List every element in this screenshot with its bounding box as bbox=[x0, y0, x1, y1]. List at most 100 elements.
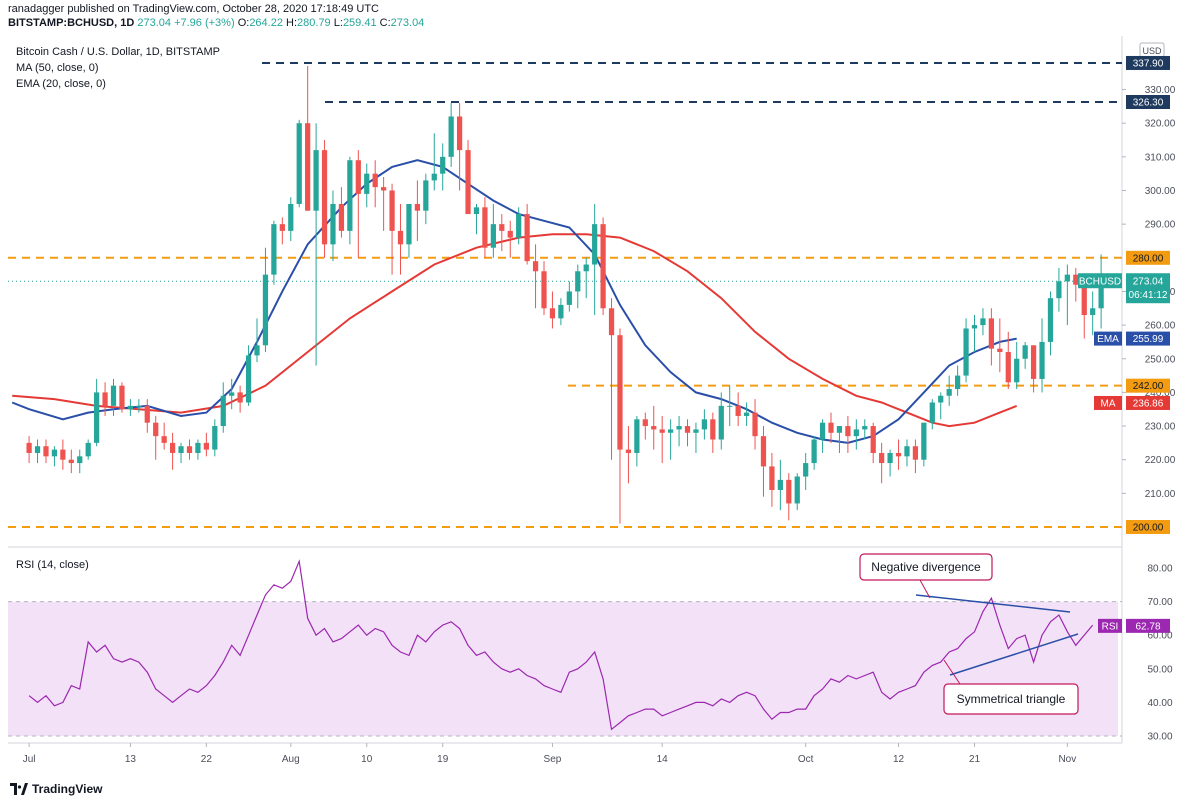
candle-body bbox=[372, 173, 378, 188]
candle bbox=[60, 439, 66, 470]
candle bbox=[490, 203, 496, 258]
date-tick-label: 19 bbox=[437, 754, 449, 765]
candle bbox=[819, 419, 826, 453]
candle-body bbox=[423, 180, 429, 211]
candle bbox=[988, 308, 995, 366]
candle bbox=[786, 473, 792, 521]
candle-body bbox=[955, 375, 961, 390]
candle bbox=[414, 180, 421, 241]
candle bbox=[1005, 331, 1011, 390]
candle bbox=[794, 473, 800, 511]
candle-body bbox=[51, 449, 58, 457]
date-tick-label: 12 bbox=[893, 754, 905, 765]
candle-body bbox=[347, 160, 353, 231]
candle-body bbox=[1030, 345, 1037, 379]
symbol-tag-label: BCHUSD bbox=[1079, 277, 1121, 288]
candle-body bbox=[769, 466, 775, 490]
candle bbox=[642, 412, 648, 440]
candle bbox=[600, 217, 606, 316]
candle bbox=[684, 419, 691, 447]
candle bbox=[980, 308, 986, 336]
candle bbox=[237, 385, 243, 413]
candle-body bbox=[43, 446, 49, 457]
candle bbox=[879, 442, 885, 484]
candle-body bbox=[651, 426, 657, 430]
candle-body bbox=[406, 203, 412, 245]
candle-body bbox=[980, 318, 986, 326]
candle-body bbox=[144, 405, 150, 423]
tradingview-logo-icon bbox=[10, 783, 28, 795]
candle bbox=[169, 432, 176, 470]
candle-body bbox=[212, 426, 218, 450]
candle-body bbox=[313, 150, 319, 211]
price-tick-label: 230.00 bbox=[1145, 422, 1176, 433]
candle-body bbox=[465, 150, 471, 215]
candle-body bbox=[288, 203, 294, 231]
tradingview-footer[interactable]: TradingView bbox=[10, 782, 102, 796]
candle-body bbox=[440, 156, 446, 174]
candle bbox=[549, 291, 556, 329]
candle-body bbox=[524, 214, 530, 262]
candle bbox=[1064, 264, 1070, 326]
ohlc-bar: BITSTAMP:BCHUSD, 1D 273.04 +7.96 (+3%) O… bbox=[8, 17, 424, 29]
high-value: 280.79 bbox=[297, 17, 331, 29]
candle-body bbox=[195, 442, 201, 453]
candle-body bbox=[752, 412, 758, 437]
candle bbox=[1030, 345, 1037, 393]
candle-body bbox=[971, 325, 978, 329]
candle-body bbox=[305, 123, 311, 211]
candle-body bbox=[355, 160, 361, 194]
candle bbox=[153, 415, 159, 460]
candle-body bbox=[676, 426, 682, 430]
candle-body bbox=[997, 348, 1003, 353]
candle-body bbox=[68, 459, 74, 464]
candle bbox=[769, 452, 775, 507]
rsi-tick-label: 60.00 bbox=[1147, 631, 1172, 642]
candle bbox=[136, 399, 142, 413]
candle bbox=[51, 446, 58, 467]
candle bbox=[532, 244, 539, 309]
candle bbox=[828, 412, 834, 443]
candle bbox=[853, 419, 859, 450]
candle-body bbox=[85, 442, 91, 457]
price-tick-label: 260.00 bbox=[1145, 321, 1176, 332]
candle-body bbox=[862, 426, 868, 430]
candle bbox=[541, 261, 547, 316]
publish-info: ranadagger published on TradingView.com,… bbox=[8, 3, 379, 15]
candle bbox=[212, 419, 218, 457]
candle-body bbox=[828, 422, 834, 433]
candle bbox=[946, 375, 952, 406]
candle bbox=[701, 409, 708, 440]
candle-body bbox=[102, 392, 108, 406]
negative-divergence-text: Negative divergence bbox=[871, 560, 981, 574]
open-label: O: bbox=[237, 17, 250, 29]
candle-body bbox=[887, 452, 893, 464]
candle bbox=[608, 298, 615, 460]
high-label: H: bbox=[286, 17, 298, 29]
candle bbox=[727, 385, 733, 427]
candle-body bbox=[870, 426, 876, 453]
candle-body bbox=[1073, 274, 1079, 285]
candle-body bbox=[271, 224, 277, 275]
candle-body bbox=[710, 419, 716, 440]
candle-body bbox=[127, 405, 134, 410]
candle bbox=[558, 298, 564, 326]
candle-body bbox=[220, 395, 226, 427]
candle-body bbox=[659, 429, 665, 433]
candle bbox=[119, 382, 125, 413]
candle-body bbox=[34, 446, 41, 453]
candle-body bbox=[727, 405, 733, 407]
candle bbox=[68, 449, 74, 474]
candle bbox=[110, 378, 117, 416]
candle bbox=[229, 378, 235, 410]
candle-body bbox=[296, 123, 302, 204]
candle-body bbox=[583, 264, 589, 272]
candle bbox=[406, 203, 412, 258]
candle bbox=[102, 382, 108, 416]
level-tag-label: 337.90 bbox=[1133, 58, 1164, 69]
level-tag: 280.00 bbox=[1126, 250, 1170, 265]
divergence-trendline bbox=[915, 594, 1071, 613]
candle bbox=[895, 439, 902, 470]
candle bbox=[971, 315, 978, 353]
